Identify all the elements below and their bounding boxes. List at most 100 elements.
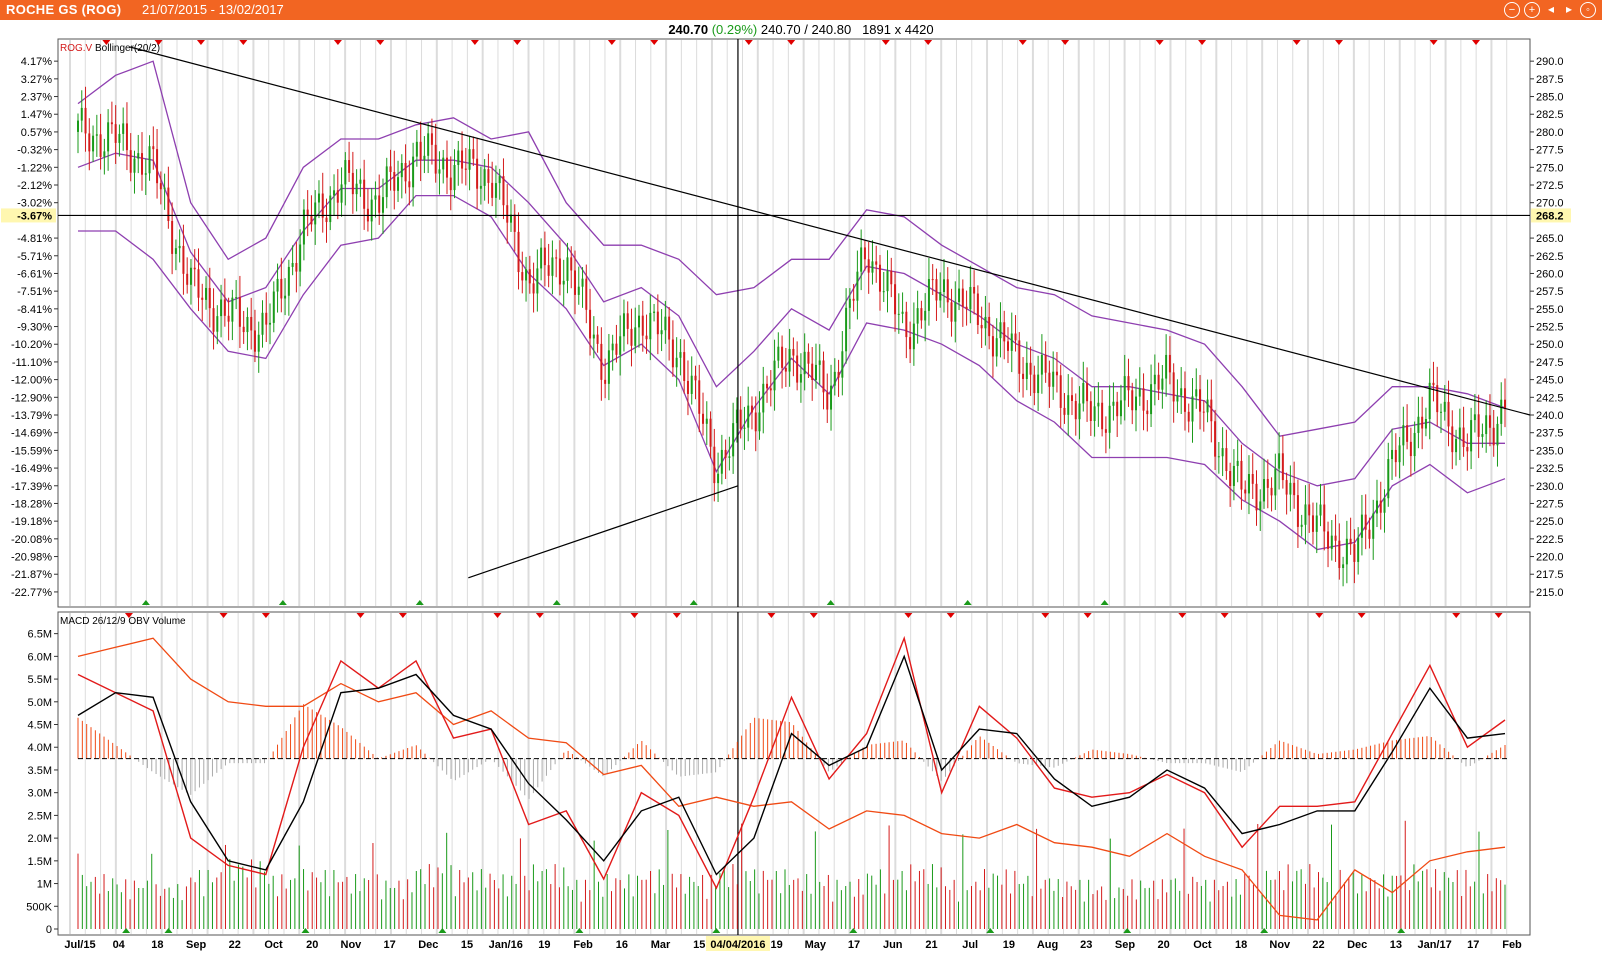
candle-body	[1229, 471, 1232, 486]
buy-signal-marker	[415, 600, 424, 605]
price-tick-label: 275.0	[1536, 162, 1564, 174]
x-tick-label: 17	[383, 939, 395, 951]
macd-sell-marker	[630, 613, 639, 618]
legend-symbol: ROG.V	[60, 43, 95, 54]
candle-body	[1187, 411, 1190, 422]
candle-body	[1172, 372, 1175, 402]
candle-body	[1421, 416, 1424, 429]
candle-body	[1428, 382, 1431, 420]
candle-body	[604, 379, 607, 384]
buy-signal-marker	[278, 600, 287, 605]
x-tick-label: 04	[113, 939, 126, 951]
sell-signal-marker	[1292, 40, 1301, 45]
x-tick-label: Dec	[418, 939, 438, 951]
candle-body	[381, 197, 384, 213]
x-tick-label: 21	[925, 939, 937, 951]
date-range: 21/07/2015 - 13/02/2017	[142, 2, 284, 17]
candle-body	[671, 339, 674, 368]
candle-body	[1123, 376, 1126, 401]
candle-body	[622, 313, 625, 337]
candle-body	[905, 311, 908, 338]
next-icon[interactable]: ▸	[1565, 2, 1573, 16]
prev-icon[interactable]: ◂	[1547, 2, 1555, 16]
percent-tick-label: -11.10%	[12, 357, 52, 369]
percent-tick-label: -3.02%	[17, 198, 52, 210]
x-tick-label: 22	[1312, 939, 1324, 951]
candle-body	[882, 291, 885, 293]
candle-body	[1040, 354, 1043, 375]
candle-body	[845, 307, 848, 352]
macd-sell-marker	[672, 613, 681, 618]
candle-body	[1391, 449, 1394, 460]
price-tick-label: 270.0	[1536, 198, 1564, 210]
macd-buy-marker	[986, 928, 995, 933]
candle-body	[728, 456, 731, 458]
candle-body	[1360, 514, 1363, 538]
candle-body	[235, 297, 238, 299]
percent-tick-label: 1.47%	[21, 109, 52, 121]
candle-body	[1409, 441, 1412, 457]
candle-body	[129, 150, 132, 173]
x-tick-label: 18	[151, 939, 163, 951]
macd-sell-marker	[809, 613, 818, 618]
candle-body	[340, 184, 343, 203]
percent-tick-label: -6.61%	[17, 268, 52, 280]
price-panel[interactable]: 290.0 287.5 285.0 282.5 280.0 277.5 275.0 272.5…	[1, 38, 1571, 608]
minimize-icon[interactable]: −	[1504, 2, 1520, 18]
candle-body	[498, 176, 501, 184]
candle-body	[1135, 396, 1138, 411]
candle-body	[1308, 504, 1311, 516]
price-tick-label: 252.5	[1536, 322, 1564, 334]
buy-signal-marker	[963, 600, 972, 605]
zoom-in-icon[interactable]: +	[1524, 2, 1540, 18]
candle-body	[1334, 535, 1337, 541]
candle-body	[88, 133, 91, 152]
candle-body	[788, 348, 791, 372]
candle-body	[351, 172, 354, 195]
price-tick-label: 222.5	[1536, 534, 1564, 546]
percent-tick-label: -12.90%	[11, 392, 52, 404]
candle-body	[370, 199, 373, 222]
candle-body	[1364, 514, 1367, 530]
macd-buy-marker	[712, 928, 721, 933]
price-tick-label: 232.5	[1536, 463, 1564, 475]
candle-body	[713, 446, 716, 484]
candle-body	[653, 311, 656, 313]
candle-body	[570, 257, 573, 271]
restore-icon[interactable]: ◦	[1580, 2, 1596, 18]
candle-body	[1202, 411, 1205, 413]
macd-sell-marker	[356, 613, 365, 618]
candle-body	[1044, 354, 1047, 373]
price-tick-label: 230.0	[1536, 481, 1564, 493]
price-tick-label: 227.5	[1536, 498, 1564, 510]
candle-body	[1417, 416, 1420, 433]
candle-body	[939, 292, 942, 301]
percent-tick-label: -7.51%	[17, 286, 52, 298]
sell-signal-marker	[333, 40, 342, 45]
sell-signal-marker	[1471, 40, 1480, 45]
x-tick-label: Jun	[883, 939, 903, 951]
candle-body	[205, 287, 208, 300]
candle-body	[336, 190, 339, 203]
macd-buy-marker	[122, 928, 131, 933]
chart-dimensions: 1891 x 4420	[862, 22, 934, 37]
candle-body	[171, 221, 174, 254]
macd-panel[interactable]: 6.5M 6.0M 5.5M 5.0M 4.5M 4.0M 3.5M 3.0M 2.5M 2.0M…	[26, 611, 1531, 936]
percent-tick-label: -12.00%	[11, 375, 52, 387]
x-tick-label: 20	[306, 939, 318, 951]
candle-body	[1112, 401, 1115, 406]
candle-body	[690, 375, 693, 394]
chart-area[interactable]: 290.0 287.5 285.0 282.5 280.0 277.5 275.0 272.5…	[0, 20, 1602, 958]
x-tick-label: Sep	[186, 939, 206, 951]
candle-body	[310, 215, 313, 225]
volume-tick-label: 3.0M	[28, 788, 52, 800]
candle-body	[156, 149, 159, 184]
candle-body	[954, 302, 957, 322]
macd-legend: MACD 26/12/9 OBV Volume	[60, 616, 186, 627]
macd-sell-marker	[1452, 613, 1461, 618]
bid-ask: 240.70 / 240.80	[760, 22, 852, 37]
candle-body	[796, 355, 799, 383]
candle-body	[378, 195, 381, 213]
candle-body	[284, 295, 287, 299]
candle-body	[453, 165, 456, 191]
